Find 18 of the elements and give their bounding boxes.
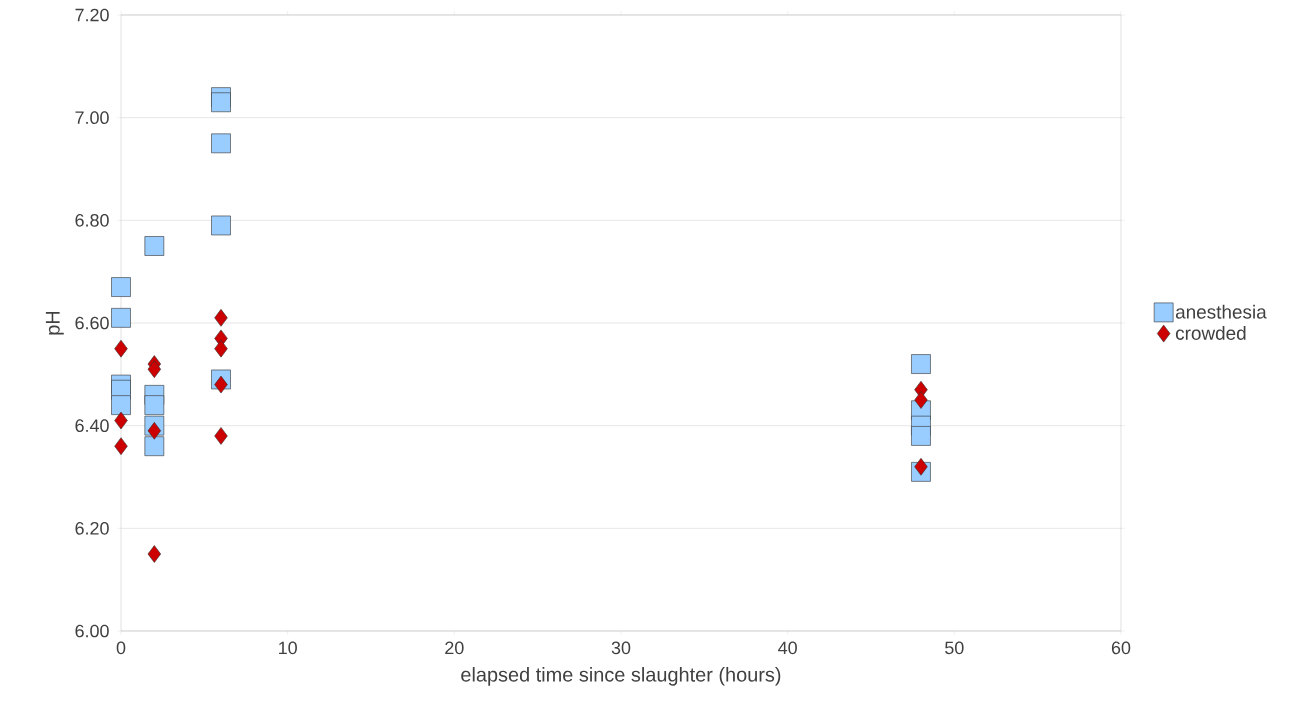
x-tick-label: 40 [778,641,797,655]
y-tick-label: 6.60 [75,316,109,330]
y-tick-label: 6.40 [75,419,109,433]
y-tick-label: 7.00 [75,111,109,124]
y-tick-label: 6.80 [75,213,109,227]
y-tick-label: 6.20 [75,521,109,535]
x-tick-label: 50 [945,641,964,655]
y-tick-label: 7.20 [75,8,109,22]
x-tick-label: 10 [279,641,297,655]
legend-label: anesthesia [1175,304,1267,319]
legend-label: crowded [1175,325,1246,340]
y-axis-title: pH [45,311,64,335]
x-tick-label: 60 [1111,641,1131,655]
y-tick-label: 6.00 [75,624,109,638]
x-axis-title: elapsed time since slaughter (hours) [461,667,781,686]
x-tick-label: 30 [611,641,631,655]
x-tick-label: 20 [445,641,464,655]
x-tick-label: 0 [116,641,126,655]
